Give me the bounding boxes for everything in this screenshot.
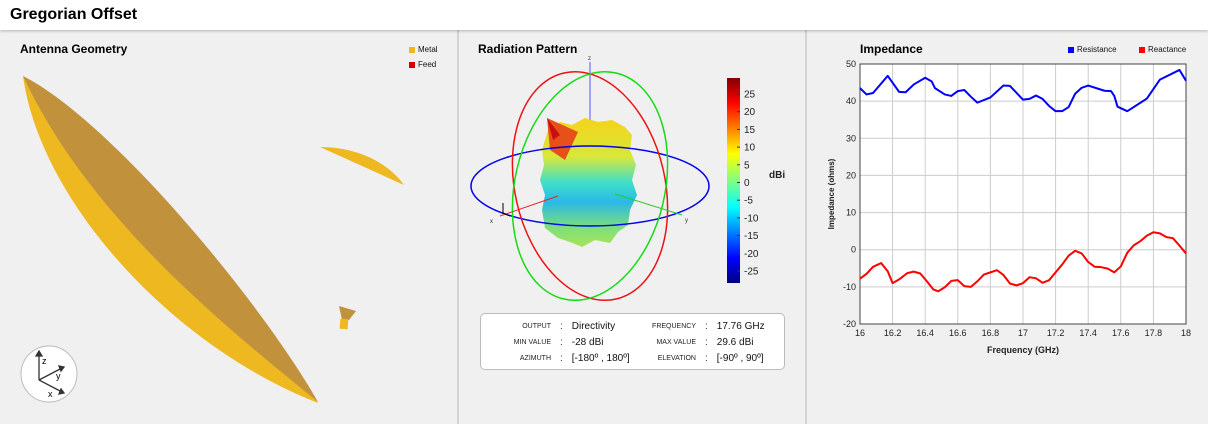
output-label: OUTPUT — [522, 323, 551, 330]
colorbar-unit: dBi — [769, 170, 785, 181]
axes-orientation-widget[interactable]: z y x — [20, 345, 78, 403]
x-tick-label: 17.4 — [1079, 328, 1097, 338]
min-value-label: MIN VALUE — [513, 339, 551, 346]
feed-horn — [339, 306, 356, 320]
legend-metal: Metal — [409, 45, 438, 54]
y-tick-label: 10 — [846, 208, 856, 218]
y-tick-label: 40 — [846, 96, 856, 106]
reactance-line — [859, 231, 1187, 293]
pattern-canvas[interactable]: z x y 25 20 15 10 5 0 -5 -10 -15 -20 -25 dBi — [459, 30, 806, 310]
geometry-title: Antenna Geometry — [20, 42, 128, 56]
y-tick-label: 30 — [846, 133, 856, 143]
y-axis — [614, 193, 683, 216]
colorbar-tick-label: 10 — [744, 143, 756, 154]
legend-label: Feed — [418, 60, 437, 69]
colorbar-tick-label: -20 — [744, 249, 759, 260]
colorbar-tick-label: 20 — [744, 107, 756, 118]
colorbar-tick-label: 5 — [744, 160, 750, 171]
x-tick-label: 16.8 — [982, 328, 1000, 338]
output-value: Directivity — [571, 321, 616, 332]
xz-plane-circle — [511, 70, 669, 302]
colorbar-tick-label: -5 — [744, 196, 753, 207]
yz-plane-circle — [511, 70, 669, 302]
resistance-swatch — [1068, 46, 1074, 53]
y-tick-label: 20 — [846, 170, 856, 180]
y-tick-label: -10 — [843, 282, 856, 292]
main-reflector-inner — [23, 76, 318, 402]
x-tick-label: 17 — [1018, 328, 1028, 338]
x-tick-label: 17.6 — [1112, 328, 1130, 338]
frequency-label: FREQUENCY — [652, 323, 696, 330]
axis-z-label: z — [42, 356, 47, 366]
antenna-geometry-panel: Antenna Geometry Metal Feed — [0, 30, 458, 424]
x-tick-label: 16 — [855, 328, 865, 338]
colorbar-tick-label: -10 — [744, 213, 759, 224]
x-tick-label: 17.8 — [1145, 328, 1163, 338]
feed-waveguide — [339, 318, 349, 330]
pattern-info-box: OUTPUT: Directivity MIN VALUE: -28 dBi AZI… — [480, 313, 785, 370]
x-tick-label: 18 — [1181, 328, 1191, 338]
orientation-triad-icon — [502, 203, 511, 217]
panel-divider — [457, 30, 459, 424]
resistance-line — [859, 68, 1187, 113]
colorbar-tick-label: -15 — [744, 231, 759, 242]
legend-resistance: Resistance — [1068, 45, 1117, 54]
impedance-chart[interactable]: 16 16.2 16.4 16.6 16.8 17 17.2 17.4 17.6 17.8 18 50… — [807, 30, 1208, 424]
x-axis-label: Frequency (GHz) — [987, 345, 1059, 355]
z-axis-label: z — [588, 56, 591, 62]
pattern-title: Radiation Pattern — [478, 42, 578, 56]
y-axis-label: Impedance (ohms) — [827, 158, 836, 229]
elevation-value: [-90º , 90º] — [716, 353, 764, 364]
y-axis-label: y — [685, 218, 688, 224]
subreflector — [320, 147, 404, 185]
main-lobe-tip — [547, 118, 560, 140]
y-tick-label: 50 — [846, 59, 856, 69]
impedance-title: Impedance — [860, 42, 923, 56]
colorbar-tick-label: 25 — [744, 90, 756, 101]
legend-reactance: Reactance — [1139, 45, 1186, 54]
x-tick-label: 16.2 — [884, 328, 902, 338]
y-tick-label: 0 — [851, 245, 856, 255]
y-tick-label: -20 — [843, 319, 856, 329]
legend-label: Reactance — [1148, 45, 1187, 54]
app-header: Gregorian Offset — [0, 0, 1208, 30]
x-tick-label: 16.4 — [916, 328, 934, 338]
axis-y-label: y — [56, 371, 61, 381]
xy-plane-circle — [470, 145, 710, 227]
axis-x-label: x — [48, 389, 53, 399]
legend-label: Metal — [418, 45, 438, 54]
plot-frame — [859, 63, 1187, 325]
frequency-value: 17.76 GHz — [716, 321, 765, 332]
legend-feed: Feed — [409, 60, 436, 69]
max-value-label: MAX VALUE — [656, 339, 696, 346]
max-value: 29.6 dBi — [716, 337, 754, 348]
colorbar-tick-label: 15 — [744, 125, 756, 136]
radiation-pattern-panel: Radiation Pattern — [459, 30, 806, 424]
reactance-swatch — [1139, 46, 1145, 53]
x-axis-label: x — [490, 219, 493, 225]
elevation-label: ELEVATION — [657, 355, 696, 362]
colorbar-tick-label: -25 — [744, 267, 759, 278]
panel-divider — [805, 30, 807, 424]
legend-label: Resistance — [1077, 45, 1117, 54]
azimuth-value: [-180º , 180º] — [571, 353, 630, 364]
geometry-canvas[interactable]: z y x — [0, 30, 458, 424]
feed-swatch — [409, 61, 415, 68]
colorbar — [727, 78, 740, 283]
metal-swatch — [409, 46, 415, 53]
x-tick-label: 17.2 — [1047, 328, 1065, 338]
impedance-panel: Impedance Resistance Reactance — [807, 30, 1208, 424]
x-axis — [499, 195, 559, 217]
app-title: Gregorian Offset — [10, 6, 138, 23]
azimuth-label: AZIMUTH — [519, 355, 551, 362]
colorbar-tick-label: 0 — [744, 178, 750, 189]
x-tick-label: 16.6 — [949, 328, 967, 338]
min-value: -28 dBi — [571, 337, 604, 348]
